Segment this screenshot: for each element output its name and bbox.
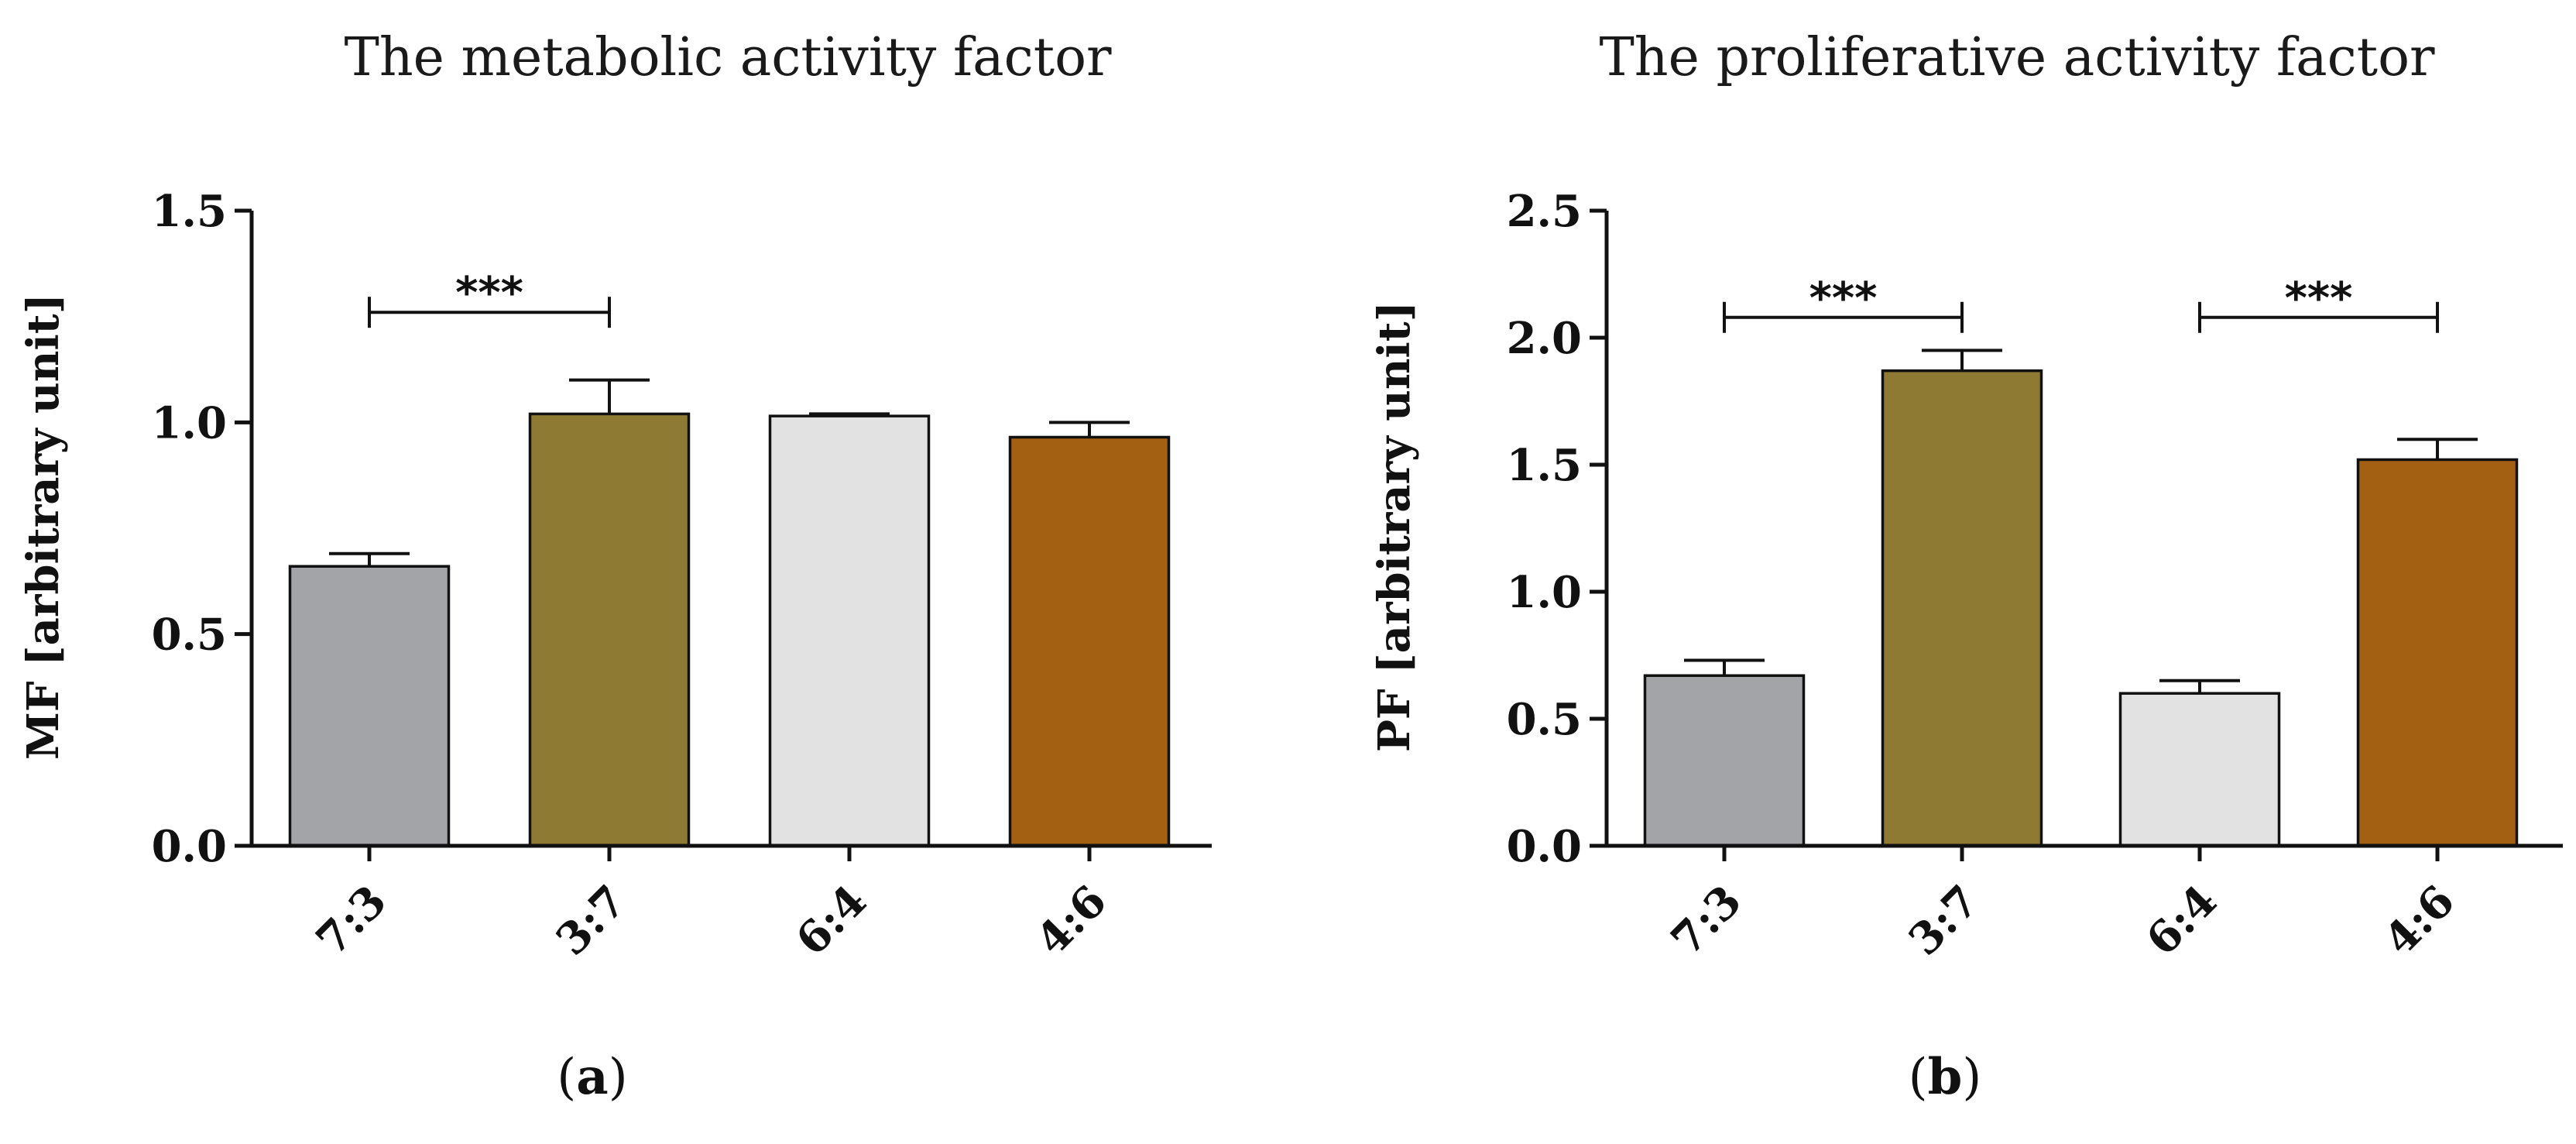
panel-caption: (b) (1909, 1048, 1982, 1106)
x-tick-label: 3:7 (547, 875, 636, 965)
bar-3:7 (528, 412, 691, 847)
y-tick-label: 2.5 (1507, 186, 1582, 237)
chart-panel-b: The proliferative activity factor PF [ar… (1369, 27, 2563, 1106)
x-tick-label: 6:4 (2137, 875, 2227, 965)
y-tick-label: 1.5 (1507, 440, 1582, 491)
bar-7:3 (288, 565, 451, 847)
y-tick-label: 1.0 (1507, 567, 1582, 618)
x-tick-label: 6:4 (787, 875, 876, 965)
chart-title: The proliferative activity factor (1599, 27, 2435, 88)
x-tick-label: 4:6 (2375, 875, 2465, 965)
significance-label: *** (1809, 273, 1878, 324)
panel-caption: (a) (557, 1048, 627, 1106)
y-tick-label: 1.5 (152, 186, 227, 237)
plot-area: 0.0 0.5 1.0 1.5 7:3 3:7 6:4 4:6 *** (152, 186, 1212, 966)
y-tick-label: 0.0 (1507, 821, 1582, 872)
bar-7:3 (1643, 674, 1806, 847)
panel-letter: a (576, 1048, 608, 1106)
y-tick-label: 2.0 (1507, 313, 1582, 364)
chart-title: The metabolic activity factor (344, 27, 1112, 88)
bar-4:6 (2356, 458, 2519, 847)
chart-panel-a: The metabolic activity factor MF [arbitr… (18, 27, 1212, 1106)
y-tick-label: 0.5 (152, 610, 227, 661)
x-tick-label: 4:6 (1027, 875, 1116, 965)
plot-area: 0.0 0.5 1.0 1.5 2.0 2.5 7:3 3:7 6:4 4:6 *** *** (1507, 186, 2563, 966)
significance-label: *** (2285, 273, 2353, 324)
y-axis-label: PF [arbitrary unit] (1369, 301, 1420, 752)
bar-6:4 (768, 414, 931, 847)
y-tick-label: 0.5 (1507, 694, 1582, 745)
x-tick-label: 7:3 (307, 875, 396, 965)
y-tick-label: 1.0 (152, 397, 227, 448)
significance-label: *** (455, 268, 523, 318)
bar-4:6 (1008, 435, 1171, 847)
y-axis-label: MF [arbitrary unit] (18, 294, 69, 760)
bar-6:4 (2118, 692, 2281, 847)
bar-3:7 (1881, 369, 2043, 847)
x-tick-label: 3:7 (1899, 875, 1989, 965)
y-tick-label: 0.0 (152, 821, 227, 872)
panel-letter: b (1928, 1048, 1963, 1106)
x-tick-label: 7:3 (1662, 875, 1751, 965)
